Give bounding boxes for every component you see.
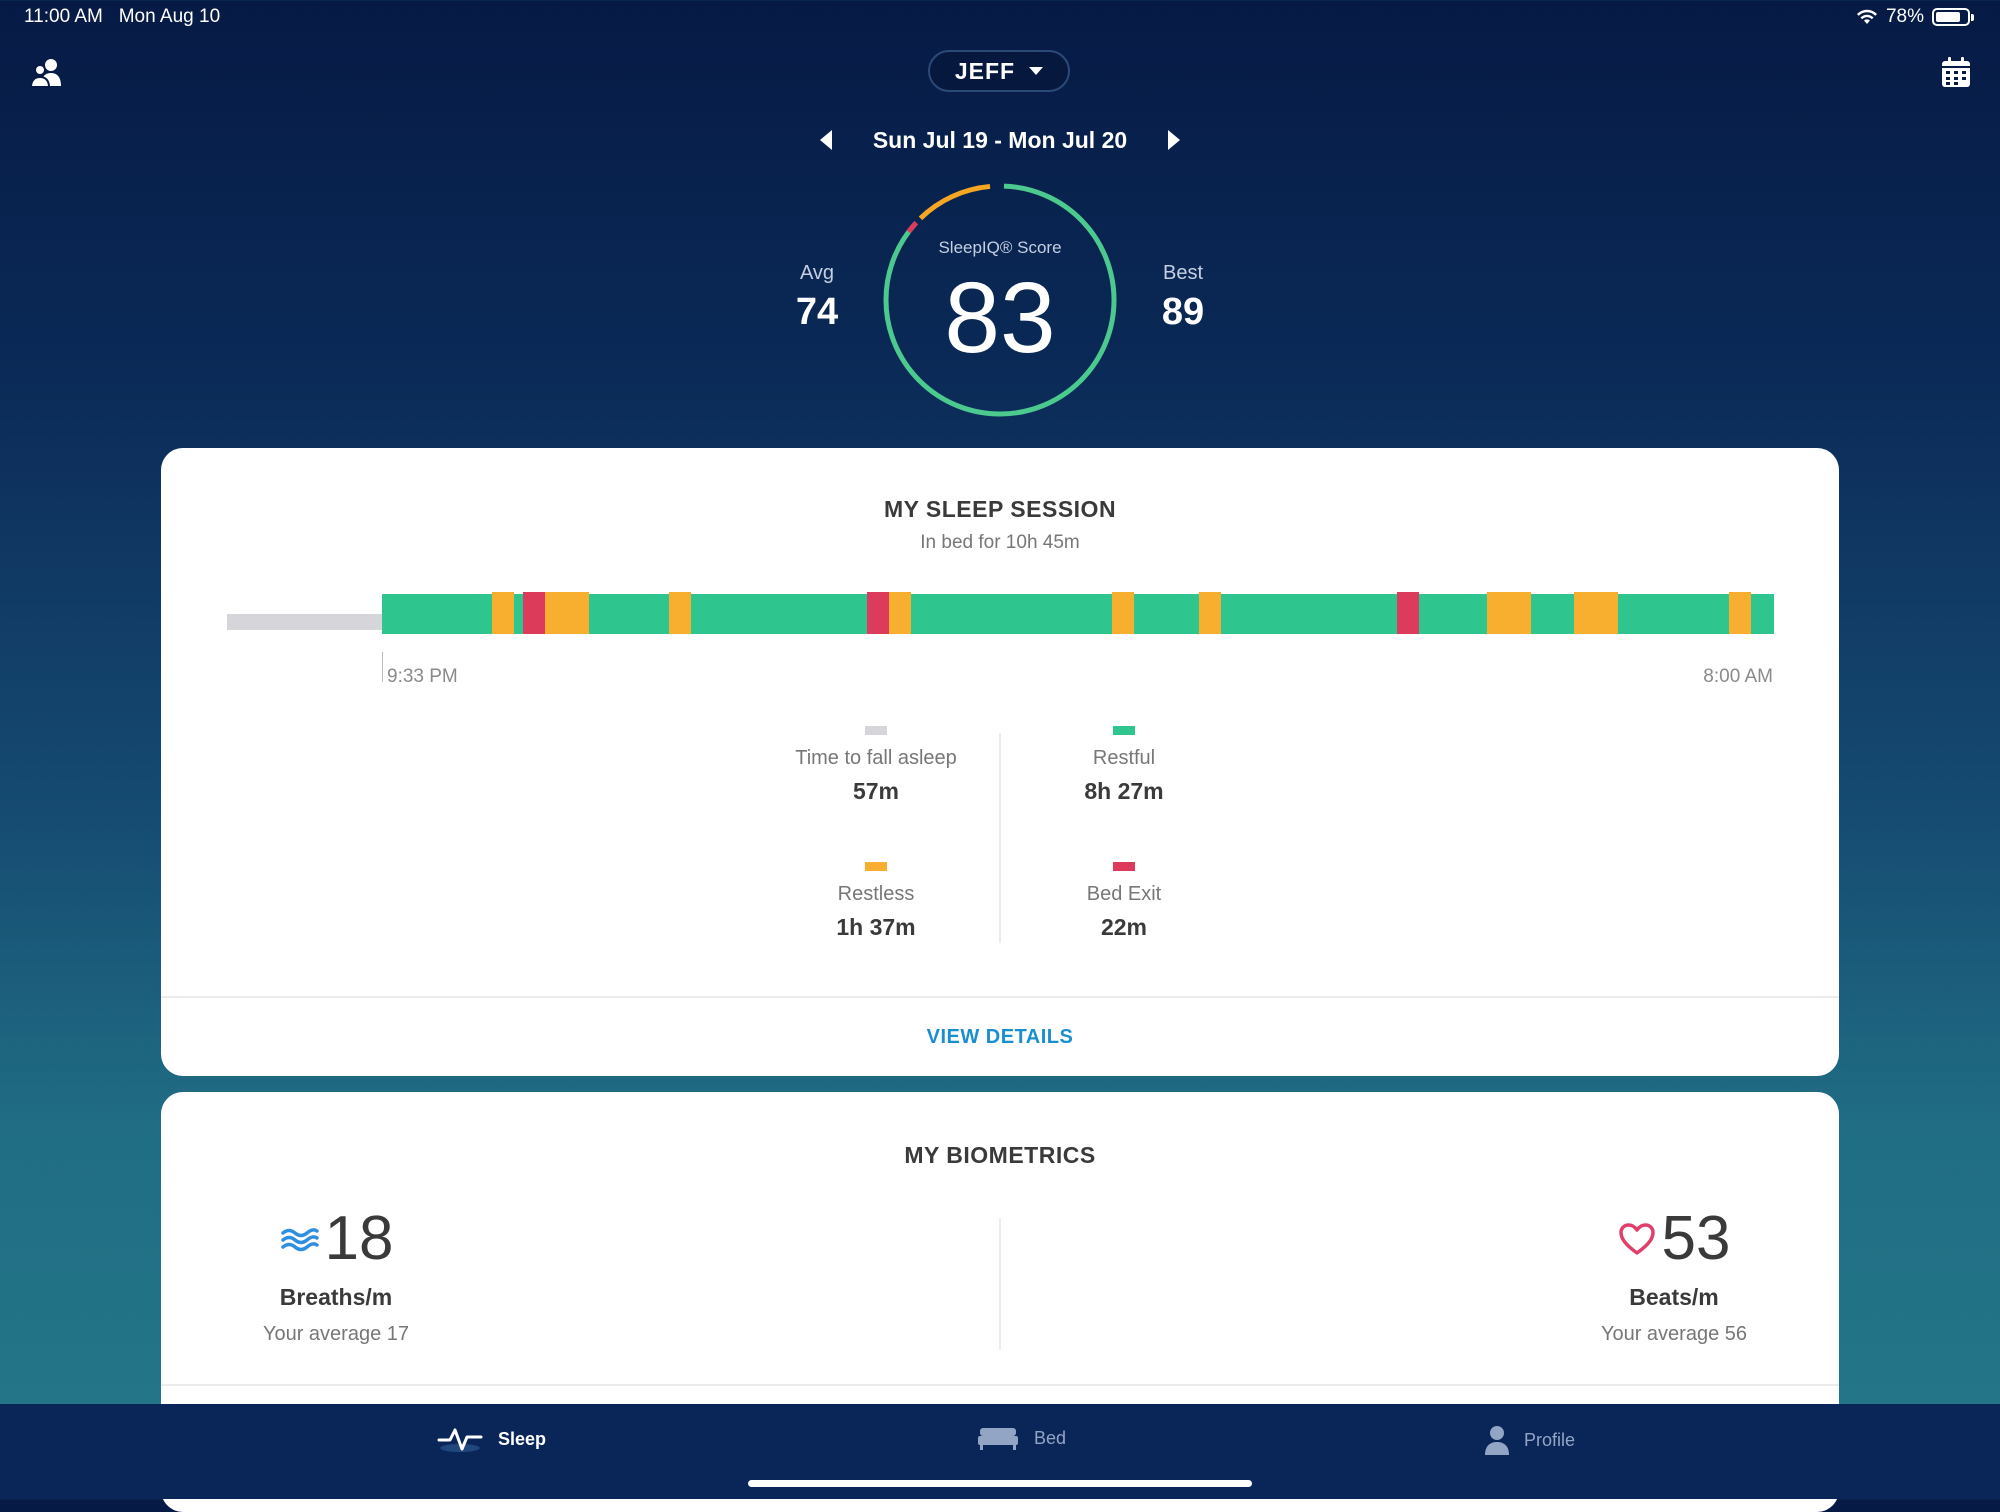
- profile-icon: [1485, 1426, 1509, 1455]
- next-day-arrow-icon[interactable]: [1167, 130, 1180, 150]
- heart-rate-unit: Beats/m: [1629, 1284, 1719, 1310]
- battery-icon: [1932, 8, 1974, 26]
- restful-value: 8h 27m: [1084, 778, 1164, 804]
- timeline-restless: [1487, 592, 1531, 634]
- user-selector[interactable]: JEFF: [928, 50, 1070, 92]
- status-date: Mon Aug 10: [118, 6, 221, 27]
- date-navigation: Sun Jul 19 - Mon Jul 20: [820, 120, 1180, 160]
- sleep-pulse-icon: [437, 1428, 483, 1452]
- bed-exit-swatch: [1113, 862, 1135, 871]
- status-time: 11:00 AM: [24, 6, 103, 27]
- timeline-restless: [545, 592, 589, 634]
- breath-rate-average: Your average 17: [262, 1323, 410, 1345]
- legend-fall-asleep: Time to fall asleep 57m: [746, 726, 1006, 805]
- start-marker: [382, 652, 383, 682]
- timeline-fall-asleep: [227, 614, 382, 630]
- sleepiq-score-ring: [883, 183, 1117, 417]
- heart-rate-average: Your average 56: [1600, 1323, 1748, 1345]
- biometrics-divider: [999, 1218, 1001, 1350]
- breath-rate-unit: Breaths/m: [279, 1284, 393, 1310]
- timeline-restless: [492, 592, 514, 634]
- legend-divider: [999, 733, 1001, 943]
- timeline-restless: [669, 592, 691, 634]
- breath-rate-value: 18: [324, 1204, 394, 1273]
- timeline-restless: [1112, 592, 1134, 634]
- card-divider: [161, 996, 1839, 998]
- end-time: 8:00 AM: [1703, 666, 1773, 687]
- timeline-bed-exit: [867, 592, 889, 634]
- legend-restful: Restful 8h 27m: [994, 726, 1254, 805]
- fall-asleep-label: Time to fall asleep: [795, 747, 957, 769]
- avg-score: Avg 74: [757, 262, 877, 334]
- restless-swatch: [865, 862, 887, 871]
- tab-sleep[interactable]: Sleep: [436, 1424, 546, 1454]
- sleepiq-score-value: 83: [944, 262, 1056, 374]
- avg-value: 74: [795, 291, 839, 333]
- sleep-session-title: MY SLEEP SESSION: [883, 496, 1117, 522]
- timeline-bed-exit: [523, 592, 545, 634]
- timeline-restless: [1729, 592, 1751, 634]
- fall-asleep-value: 57m: [852, 778, 900, 804]
- start-time: 9:33 PM: [387, 666, 458, 687]
- bed-exit-value: 22m: [1100, 914, 1148, 940]
- fall-asleep-swatch: [865, 726, 887, 735]
- battery-percent: 78%: [1885, 6, 1924, 27]
- breath-rate: 18 Breaths/m Your average 17: [221, 1208, 451, 1346]
- restful-label: Restful: [1092, 747, 1156, 769]
- sleep-session-card: MY SLEEP SESSION In bed for 10h 45m 9:33…: [161, 448, 1839, 1076]
- date-range: Sun Jul 19 - Mon Jul 20: [872, 126, 1128, 153]
- restless-label: Restless: [837, 883, 915, 905]
- timeline-restless: [1574, 592, 1618, 634]
- sleepiq-score-label: SleepIQ® Score: [938, 238, 1062, 257]
- tab-profile[interactable]: Profile: [1484, 1424, 1575, 1456]
- bed-icon: [978, 1428, 1018, 1450]
- calendar-icon[interactable]: [1934, 50, 1978, 94]
- timeline-restless: [1199, 592, 1221, 634]
- restful-swatch: [1113, 726, 1135, 735]
- user-name: JEFF: [954, 57, 1016, 84]
- legend-bed-exit: Bed Exit 22m: [994, 862, 1254, 941]
- best-label: Best: [1162, 262, 1204, 284]
- bed-exit-label: Bed Exit: [1086, 883, 1162, 905]
- heart-rate-value: 53: [1661, 1204, 1731, 1273]
- previous-day-arrow-icon[interactable]: [820, 130, 832, 150]
- heart-icon: [1618, 1223, 1655, 1255]
- people-icon[interactable]: [24, 50, 68, 94]
- tab-sleep-label: Sleep: [498, 1428, 547, 1449]
- biometrics-title: MY BIOMETRICS: [904, 1142, 1096, 1168]
- tab-bed[interactable]: Bed: [976, 1424, 1066, 1452]
- best-score: Best 89: [1123, 262, 1243, 334]
- tab-profile-label: Profile: [1524, 1429, 1576, 1450]
- timeline-bed-exit: [1397, 592, 1419, 634]
- status-time-date: 11:00 AM Mon Aug 10: [24, 6, 220, 28]
- heart-rate: 53 Beats/m Your average 56: [1559, 1208, 1789, 1346]
- home-indicator[interactable]: [748, 1480, 1252, 1487]
- status-indicators: 78%: [1856, 6, 1974, 28]
- breath-waves-icon: [280, 1228, 319, 1252]
- tab-bed-label: Bed: [1034, 1427, 1067, 1448]
- avg-label: Avg: [799, 262, 835, 284]
- best-value: 89: [1161, 291, 1205, 333]
- restless-value: 1h 37m: [836, 914, 916, 940]
- in-bed-duration: In bed for 10h 45m: [920, 532, 1080, 553]
- chevron-down-icon: [1029, 67, 1044, 75]
- sleep-timeline: [227, 592, 1774, 634]
- biometrics-bottom-divider: [161, 1384, 1839, 1386]
- timeline-restful: [382, 594, 1774, 634]
- legend-restless: Restless 1h 37m: [746, 862, 1006, 941]
- wifi-icon: [1856, 9, 1877, 24]
- view-details-button[interactable]: VIEW DETAILS: [926, 1026, 1074, 1048]
- timeline-restless: [889, 592, 911, 634]
